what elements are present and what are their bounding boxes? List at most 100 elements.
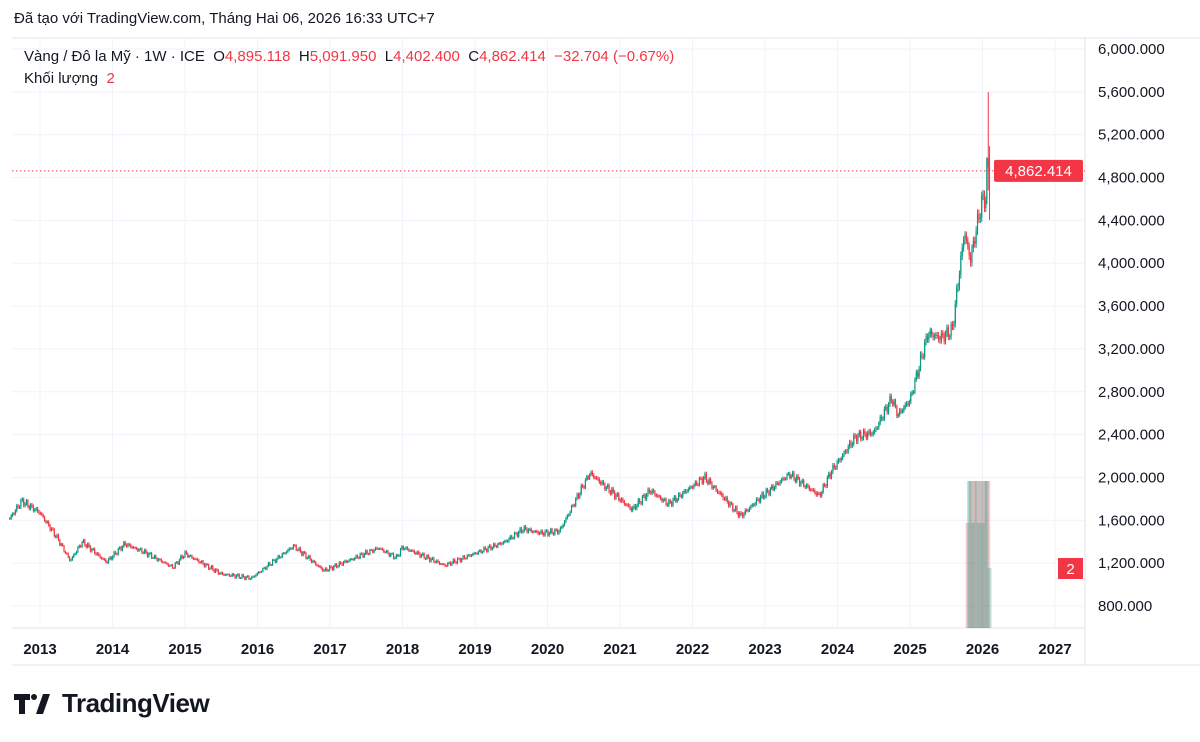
- candle-body: [39, 513, 41, 515]
- close-label: C: [468, 48, 480, 65]
- candle-body: [192, 557, 194, 559]
- candle-body: [616, 493, 619, 496]
- candle-body: [409, 550, 411, 552]
- volume-badge: [1058, 558, 1083, 579]
- candle-body: [497, 543, 499, 548]
- candle-body: [900, 410, 902, 413]
- high-value: 5,091.950: [309, 48, 377, 65]
- candle-body: [317, 565, 320, 567]
- candle-body: [965, 234, 967, 240]
- candle-body: [619, 499, 621, 502]
- candle-body: [833, 465, 835, 468]
- candle-body: [835, 467, 837, 469]
- candle-body: [633, 505, 635, 508]
- candle-body: [501, 543, 503, 545]
- candle-body: [157, 559, 160, 561]
- candle-body: [262, 568, 264, 572]
- candle-body: [423, 553, 425, 558]
- candle-body: [969, 255, 972, 263]
- volume-bar: [966, 481, 971, 628]
- candle-body: [757, 499, 759, 501]
- candle-body: [73, 554, 75, 558]
- candle-body: [641, 496, 644, 504]
- candle-body: [915, 372, 917, 380]
- candle-body: [875, 427, 877, 430]
- candle-body: [914, 379, 916, 392]
- candle-body: [313, 560, 315, 562]
- candle-body: [292, 545, 295, 549]
- x-tick-label: 2022: [676, 641, 709, 658]
- candle-body: [701, 478, 703, 484]
- candle-body: [176, 562, 178, 564]
- candle-body: [38, 511, 40, 514]
- candle-body: [258, 572, 260, 574]
- candle-body: [402, 546, 404, 550]
- candle-body: [319, 566, 321, 568]
- candle-body: [912, 391, 915, 393]
- candle-body: [925, 336, 927, 343]
- candle-body: [60, 543, 62, 546]
- created-with-caption: Đã tạo với TradingView.com, Tháng Hai 06…: [14, 10, 435, 27]
- volume-label[interactable]: Khối lượng: [24, 70, 99, 87]
- candle-body: [798, 478, 801, 486]
- candle-body: [504, 541, 506, 543]
- candle-body: [348, 560, 350, 562]
- y-tick-label: 2,800.000: [1098, 384, 1165, 401]
- candle-body: [762, 493, 764, 498]
- last-price-badge: [994, 159, 1083, 182]
- candle-body: [661, 498, 663, 502]
- candle-body: [312, 560, 314, 563]
- candle-body: [851, 444, 853, 446]
- candle-body: [406, 547, 409, 550]
- candle-body: [160, 559, 162, 562]
- candle-body: [483, 547, 485, 552]
- candle-body: [837, 459, 840, 462]
- candle-body: [509, 536, 511, 539]
- candle-body: [655, 495, 657, 497]
- candle-body: [342, 562, 345, 565]
- candle-body: [609, 491, 612, 494]
- candle-body: [417, 551, 420, 554]
- candle-body: [561, 527, 563, 529]
- candle-body: [107, 559, 110, 563]
- candle-body: [434, 561, 436, 563]
- candle-body: [545, 530, 548, 532]
- candle-body: [700, 478, 702, 480]
- candle-body: [472, 554, 474, 556]
- open-value: 4,895.118: [224, 48, 291, 65]
- candle-body: [823, 484, 826, 486]
- candle-body: [832, 465, 834, 473]
- candle-body: [30, 504, 32, 509]
- candle-body: [953, 323, 955, 327]
- candle-body: [205, 563, 207, 567]
- candle-body: [392, 553, 395, 559]
- candle-body: [395, 555, 397, 558]
- candle-body: [142, 552, 144, 554]
- candle-body: [228, 574, 231, 576]
- candle-body: [643, 494, 645, 497]
- candle-body: [440, 563, 442, 565]
- candle-body: [506, 540, 509, 542]
- candle-body: [559, 527, 561, 532]
- candle-body: [917, 372, 919, 377]
- candle-body: [384, 552, 386, 554]
- candle-body: [906, 403, 908, 406]
- candle-body: [776, 483, 778, 485]
- candle-body: [256, 573, 258, 575]
- candle-body: [764, 496, 766, 498]
- candle-body: [718, 492, 720, 494]
- candle-body: [138, 549, 140, 551]
- candle-body: [181, 555, 183, 559]
- volume-bar: [969, 481, 974, 628]
- candle-body: [114, 551, 117, 554]
- candle-body: [427, 555, 429, 558]
- candle-body: [419, 553, 421, 557]
- candle-body: [632, 507, 634, 511]
- candle-body: [972, 240, 974, 249]
- candle-body: [88, 543, 90, 547]
- candle-body: [476, 553, 478, 555]
- candle-body: [119, 547, 121, 549]
- candle-body: [242, 574, 244, 577]
- symbol-label[interactable]: Vàng / Đô la Mỹ · 1W · ICE: [24, 48, 205, 65]
